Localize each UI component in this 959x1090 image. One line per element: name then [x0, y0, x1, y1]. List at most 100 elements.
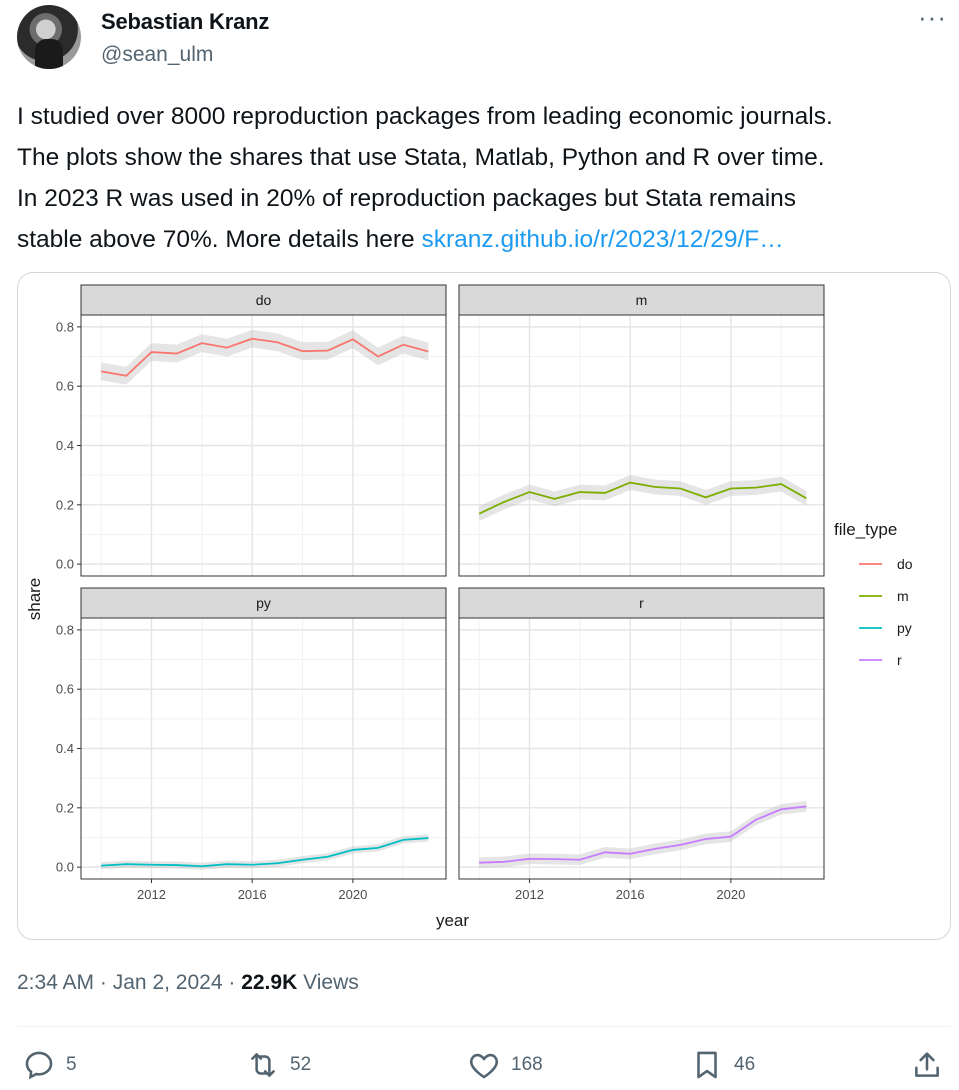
data-point — [704, 837, 707, 840]
facet-strip-label: py — [256, 595, 271, 611]
y-tick-label: 0.8 — [56, 622, 74, 637]
confidence-band — [101, 834, 429, 870]
data-point — [326, 855, 329, 858]
x-tick-label: 2020 — [716, 887, 745, 902]
tweet-date[interactable]: Jan 2, 2024 — [112, 971, 223, 994]
repost-count: 52 — [290, 1054, 312, 1075]
facet-strip — [458, 587, 825, 619]
series-line-py — [101, 837, 429, 868]
y-tick-label: 0.0 — [56, 557, 74, 572]
facet-panel-do: do 0.0 0.2 0.4 0.6 0.8 — [56, 284, 447, 577]
facet-strip — [458, 284, 825, 316]
tweet-line: I studied over 8000 reproduction package… — [17, 103, 833, 130]
y-tick-label: 0.2 — [56, 800, 74, 815]
data-point — [780, 808, 783, 811]
data-point — [251, 863, 254, 866]
data-point — [553, 497, 556, 500]
divider — [17, 1026, 951, 1027]
bookmark-icon — [697, 1051, 717, 1079]
x-tick-label: 2012 — [515, 887, 544, 902]
facet-panel-r: r 2012 2016 2020 — [458, 587, 825, 902]
data-point — [200, 342, 203, 345]
x-tick-label: 2016 — [238, 887, 267, 902]
y-tick-label: 0.6 — [56, 682, 74, 697]
tweet-line: In 2023 R was used in 20% of reproductio… — [17, 185, 797, 212]
data-point — [150, 863, 153, 866]
data-point — [351, 848, 354, 851]
data-point — [528, 491, 531, 494]
legend-label: r — [897, 652, 902, 668]
data-point — [175, 864, 178, 867]
tweet-time[interactable]: 2:34 AM — [17, 971, 95, 994]
data-point — [427, 350, 430, 353]
bookmark-count: 46 — [734, 1054, 756, 1075]
data-point — [629, 852, 632, 855]
share-button[interactable] — [910, 1048, 944, 1082]
facet-strip-label: r — [639, 595, 644, 611]
data-point — [276, 341, 279, 344]
data-point — [654, 486, 657, 489]
facet-strip-label: do — [256, 292, 272, 308]
data-point — [604, 491, 607, 494]
facet-panel-py: py 0.0 0.2 0.4 0.6 0.8 2012 2016 2020 — [56, 587, 447, 902]
data-point — [377, 355, 380, 358]
views-label: Views — [303, 971, 359, 994]
y-tick-label: 0.2 — [56, 497, 74, 512]
author-name[interactable]: Sebastian Kranz — [101, 9, 270, 34]
tweet-line: stable above 70%. More details here skra… — [17, 219, 952, 260]
data-point — [402, 343, 405, 346]
share-icon — [915, 1052, 939, 1077]
like-count: 168 — [511, 1054, 543, 1075]
tweet-text: I studied over 8000 reproduction package… — [17, 96, 952, 260]
data-point — [679, 843, 682, 846]
y-tick-label: 0.8 — [56, 319, 74, 334]
author-handle[interactable]: @sean_ulm — [101, 43, 214, 66]
data-point — [226, 863, 229, 866]
like-button[interactable]: 168 — [467, 1048, 543, 1082]
legend-label: do — [897, 556, 913, 572]
data-point — [125, 374, 128, 377]
data-point — [377, 846, 380, 849]
legend-label: m — [897, 588, 909, 604]
confidence-band — [101, 329, 429, 385]
more-options-icon[interactable]: ··· — [918, 2, 947, 32]
data-point — [478, 512, 481, 515]
repost-button[interactable]: 52 — [246, 1048, 311, 1082]
y-tick-label: 0.4 — [56, 741, 74, 756]
series-line-m — [478, 481, 807, 515]
x-axis-title: year — [436, 911, 469, 930]
data-point — [780, 483, 783, 486]
data-point — [326, 349, 329, 352]
details-link[interactable]: skranz.github.io/r/2023/12/29/F… — [421, 226, 784, 253]
data-point — [629, 481, 632, 484]
series-line-r — [479, 805, 807, 864]
faceted-line-chart: do 0.0 0.2 0.4 0.6 0.8 m py 0.0 0.2 0.4 0.6 0.8 2012 2… — [25, 284, 913, 930]
data-point — [528, 857, 531, 860]
y-tick-label: 0.4 — [56, 438, 74, 453]
data-point — [200, 865, 203, 868]
data-point — [755, 818, 758, 821]
data-point — [578, 858, 581, 861]
reply-icon — [25, 1051, 53, 1080]
bookmark-button[interactable]: 46 — [690, 1048, 755, 1082]
tweet-meta: 2:34 AM · Jan 2, 2024 · 22.9K Views — [17, 971, 359, 995]
facet-panel-m: m — [458, 284, 825, 577]
y-tick-label: 0.0 — [56, 860, 74, 875]
series-line-do — [100, 337, 429, 377]
tweet-media-chart[interactable]: do 0.0 0.2 0.4 0.6 0.8 m py 0.0 0.2 0.4 0.6 0.8 2012 2… — [17, 272, 951, 940]
data-point — [125, 863, 128, 866]
avatar[interactable] — [17, 5, 81, 69]
data-point — [503, 500, 506, 503]
data-point — [301, 350, 304, 353]
facet-strip — [80, 284, 447, 316]
panel-border — [458, 314, 825, 577]
data-point — [805, 805, 808, 808]
legend-label: py — [897, 620, 912, 636]
data-point — [251, 337, 254, 340]
data-point — [351, 338, 354, 341]
meta-separator: · — [99, 971, 107, 994]
reply-button[interactable]: 5 — [22, 1048, 77, 1082]
data-point — [729, 487, 732, 490]
y-axis-title: share — [25, 578, 44, 621]
